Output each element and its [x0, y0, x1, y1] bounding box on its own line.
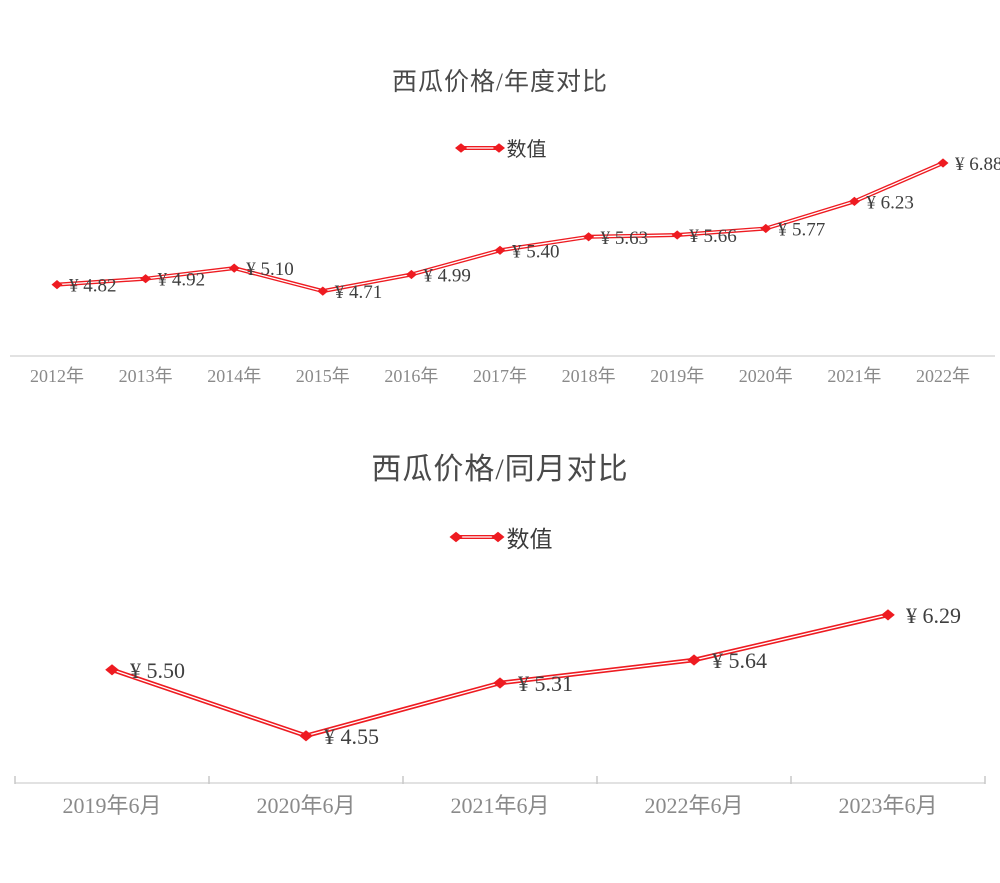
data-point-marker — [760, 223, 772, 234]
data-point-marker — [671, 230, 683, 240]
x-axis-label: 2018年 — [562, 366, 616, 386]
annual-chart-plot: ¥ 4.82 ¥ 4.92 ¥ 5.10 ¥ 4.71 ¥ 4.99 ¥ 5.40 ¥ 5.… — [10, 154, 1000, 386]
x-axis-label: 2012年 — [30, 366, 84, 386]
x-axis-label: 2015年 — [296, 366, 350, 386]
x-axis-label: 2022年 — [916, 366, 970, 386]
value-label: ¥ 5.63 — [601, 228, 649, 249]
value-label: ¥ 5.66 — [689, 226, 737, 247]
line-series-marker-icon — [454, 142, 505, 153]
x-axis-label: 2014年 — [207, 366, 261, 386]
data-point-marker — [493, 677, 507, 689]
value-label: ¥ 4.71 — [335, 282, 383, 303]
data-point-marker — [848, 196, 860, 206]
value-label: ¥ 5.77 — [778, 220, 826, 241]
value-label: ¥ 4.82 — [69, 276, 117, 297]
value-label: ¥ 6.88 — [955, 154, 1000, 175]
data-point-marker — [51, 280, 63, 290]
x-axis-label: 2021年 — [827, 366, 881, 386]
value-label: ¥ 5.10 — [246, 259, 294, 280]
x-axis-label: 2020年6月 — [256, 793, 355, 818]
line-series-marker-icon — [449, 531, 504, 543]
data-point-marker — [687, 654, 701, 666]
annual-comparison-chart: 西瓜价格/年度对比 数值 ¥ 4.82 ¥ 4.92 ¥ 5.10 ¥ 4.71 ¥ 4… — [0, 0, 1000, 430]
x-axis-label: 2023年6月 — [838, 793, 937, 818]
x-axis-label: 2017年 — [473, 366, 527, 386]
x-axis-label: 2016年 — [384, 366, 438, 386]
x-axis-label: 2019年6月 — [62, 793, 161, 818]
series-line-core — [111, 614, 889, 737]
x-axis-label: 2019年 — [650, 366, 704, 386]
legend: 数值 — [0, 520, 1000, 554]
data-point-marker — [299, 730, 313, 742]
value-label: ¥ 6.23 — [866, 192, 914, 213]
x-axis-label: 2013年 — [119, 366, 173, 386]
value-label: ¥ 5.40 — [512, 241, 560, 262]
series-line — [109, 612, 891, 739]
legend-label: 数值 — [506, 139, 547, 161]
chart-title: 西瓜价格/年度对比 — [392, 69, 608, 96]
value-label: ¥ 5.50 — [130, 658, 185, 683]
data-point-marker — [881, 609, 895, 621]
value-label: ¥ 4.99 — [423, 266, 471, 287]
legend-label: 数值 — [506, 527, 553, 552]
monthly-comparison-chart: 西瓜价格/同月对比 数值 ¥ 5.50 ¥ 4.55 ¥ 5.31 ¥ 5.64 ¥ 6… — [0, 430, 1000, 883]
data-point-marker — [105, 664, 119, 676]
data-point-marker — [937, 158, 949, 168]
x-axis-label: 2022年6月 — [644, 793, 743, 818]
data-point-marker — [494, 245, 506, 255]
value-label: ¥ 4.92 — [158, 270, 206, 291]
x-axis-label: 2021年6月 — [450, 793, 549, 818]
data-point-marker — [228, 263, 240, 273]
monthly-chart-plot: ¥ 5.50 ¥ 4.55 ¥ 5.31 ¥ 5.64 ¥ 6.29 2019年6月 202… — [14, 603, 986, 818]
chart-title: 西瓜价格/同月对比 — [371, 453, 629, 486]
data-point-marker — [140, 274, 152, 284]
data-point-marker — [405, 269, 417, 280]
x-axis-label: 2020年 — [739, 366, 793, 386]
value-label: ¥ 4.55 — [324, 724, 379, 749]
value-label: ¥ 5.31 — [518, 671, 573, 696]
data-point-marker — [583, 232, 595, 242]
value-label: ¥ 6.29 — [906, 603, 961, 628]
value-label: ¥ 5.64 — [712, 648, 767, 673]
data-point-marker — [317, 286, 329, 296]
legend: 数值 — [0, 133, 1000, 162]
